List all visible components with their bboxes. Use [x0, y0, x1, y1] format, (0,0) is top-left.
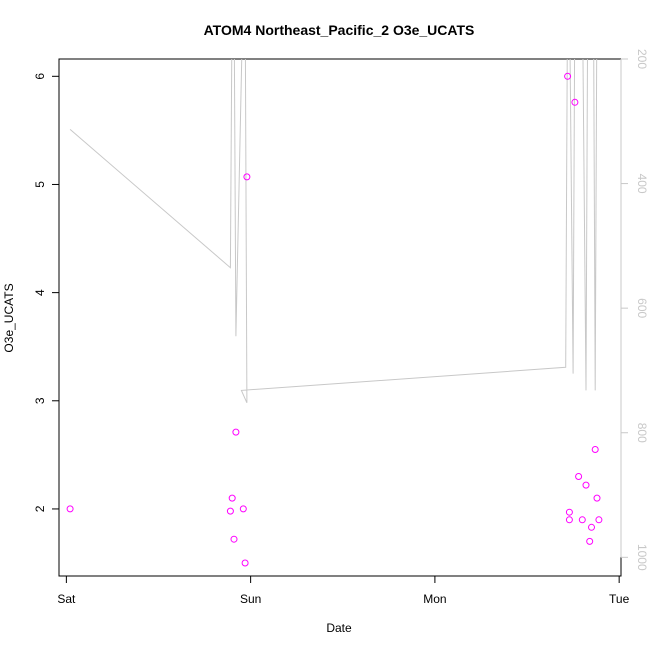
- data-points: [66, 72, 603, 567]
- x-tick-label: Sun: [240, 592, 261, 606]
- data-point: [232, 428, 240, 436]
- data-point: [595, 516, 603, 524]
- series-line: [69, 59, 598, 404]
- y-axis-label: O3e_UCATS: [2, 283, 16, 352]
- data-point: [226, 507, 234, 515]
- data-point: [564, 72, 572, 80]
- x-tick-label: Mon: [423, 592, 446, 606]
- data-point: [66, 505, 74, 513]
- plot-frame: [58, 58, 622, 577]
- data-point: [578, 516, 586, 524]
- y-tick-label: 6: [33, 73, 47, 80]
- y2-tick-label: 600: [635, 298, 649, 318]
- x-tick-label: Tue: [609, 592, 630, 606]
- plot-area: [69, 59, 598, 404]
- data-point: [586, 537, 594, 545]
- axes: Sat Sun Mon Tue 2 3 4 5 6 200 400 600 800 1000: [33, 49, 649, 606]
- data-point: [588, 523, 595, 531]
- y-tick-label: 3: [33, 397, 47, 404]
- y-tick-label: 5: [33, 181, 47, 188]
- y2-tick-label: 1000: [635, 544, 649, 571]
- data-point: [593, 494, 601, 502]
- y2-tick-label: 800: [635, 423, 649, 443]
- data-point: [575, 473, 583, 480]
- data-point: [239, 505, 247, 513]
- data-point: [243, 173, 251, 181]
- data-point: [582, 481, 590, 489]
- data-point: [565, 508, 573, 516]
- data-point: [241, 559, 249, 567]
- data-point: [565, 516, 573, 524]
- data-point: [228, 494, 236, 502]
- chart-title: ATOM4 Northeast_Pacific_2 O3e_UCATS: [204, 22, 475, 38]
- y-tick-label: 2: [33, 505, 47, 512]
- x-axis-label: Date: [326, 621, 352, 635]
- y-tick-label: 4: [33, 289, 47, 296]
- data-point: [230, 535, 238, 543]
- data-point: [571, 98, 579, 106]
- x-tick-label: Sat: [57, 592, 76, 606]
- y2-tick-label: 400: [635, 174, 649, 194]
- y2-tick-label: 200: [635, 49, 649, 69]
- data-point: [591, 446, 599, 453]
